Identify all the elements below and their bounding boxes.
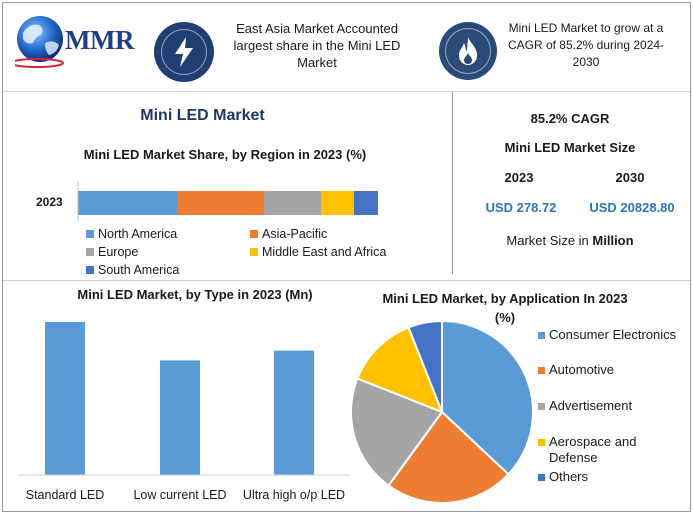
legend-swatch bbox=[86, 248, 94, 256]
cagr-label: 85.2% CAGR bbox=[530, 111, 610, 126]
pie-slice-automotive bbox=[387, 410, 510, 504]
type-chart-title: Mini LED Market, by Type in 2023 (Mn) bbox=[77, 287, 313, 302]
legend-swatch bbox=[538, 403, 545, 410]
flame-icon bbox=[459, 37, 477, 65]
brand-logo-text: MMR bbox=[65, 25, 134, 55]
application-legend-aerospace-and-defense: Aerospace and Defense bbox=[538, 434, 688, 466]
region-legend-middle-east-and-africa: Middle East and Africa bbox=[250, 245, 386, 259]
application-pie-chart bbox=[350, 319, 534, 504]
market-size-unit-prefix: Market Size in bbox=[506, 233, 593, 248]
application-legend-consumer-electronics: Consumer Electronics bbox=[538, 327, 688, 343]
application-legend-others: Others bbox=[538, 469, 688, 485]
region-bar-segment-asia-pacific bbox=[177, 191, 264, 215]
year-2030-label: 2030 bbox=[615, 170, 645, 185]
market-size-unit: Market Size in Million bbox=[470, 233, 670, 248]
flame-badge bbox=[439, 22, 497, 80]
region-legend-north-america: North America bbox=[86, 227, 177, 241]
pie-slice-advertisement bbox=[350, 377, 444, 488]
region-chart-category-label: 2023 bbox=[36, 195, 63, 209]
header-fact-east-asia: East Asia Market Accounted largest share… bbox=[233, 21, 401, 70]
header-fact-cagr: Mini LED Market to grow at a CAGR of 85.… bbox=[507, 21, 665, 69]
globe-logo-icon bbox=[15, 16, 64, 68]
region-bar-segment-europe bbox=[264, 191, 321, 215]
type-bar-standard-led bbox=[45, 321, 85, 475]
type-bar-ultra-high-o-p-led bbox=[274, 350, 314, 475]
horizontal-divider bbox=[3, 280, 690, 281]
legend-label: Others bbox=[549, 469, 589, 484]
region-bar-segment-south-america bbox=[354, 191, 378, 215]
legend-label: Europe bbox=[98, 245, 139, 259]
lightning-badge bbox=[154, 22, 214, 82]
legend-swatch bbox=[538, 474, 545, 481]
legend-label: Middle East and Africa bbox=[262, 245, 387, 259]
legend-swatch bbox=[538, 367, 545, 374]
legend-label: Asia-Pacific bbox=[262, 227, 328, 241]
header: MMR East Asia Market Accounted largest s… bbox=[3, 3, 690, 91]
vertical-divider bbox=[452, 92, 453, 274]
type-bar-chart: Standard LED Low current LED Ultra high o/… bbox=[18, 321, 350, 502]
region-legend-south-america: South America bbox=[86, 263, 179, 277]
application-legend-automotive: Automotive bbox=[538, 362, 688, 378]
market-size-2023-value: USD 278.72 bbox=[485, 200, 557, 215]
legend-swatch bbox=[538, 332, 545, 339]
pie-slice-others bbox=[407, 319, 443, 413]
type-bar-low-current-led bbox=[160, 360, 200, 475]
legend-swatch bbox=[538, 439, 545, 446]
legend-label: Aerospace and Defense bbox=[549, 434, 637, 465]
page-title: Mini LED Market bbox=[140, 107, 265, 124]
region-chart-title: Mini LED Market Share, by Region in 2023… bbox=[83, 147, 367, 162]
market-size-title: Mini LED Market Size bbox=[504, 140, 636, 155]
legend-label: North America bbox=[98, 227, 178, 241]
market-size-unit-bold: Million bbox=[592, 233, 634, 248]
region-legend-europe: Europe bbox=[86, 245, 138, 259]
application-legend-advertisement: Advertisement bbox=[538, 398, 688, 414]
legend-label: Consumer Electronics bbox=[549, 327, 677, 342]
year-2023-label: 2023 bbox=[504, 170, 534, 185]
region-bar-segment-north-america bbox=[78, 191, 177, 215]
type-tick-label-ultra-high-o-p-led: Ultra high o/p LED bbox=[243, 488, 345, 502]
header-divider bbox=[3, 91, 690, 92]
lightning-icon bbox=[175, 37, 193, 67]
legend-label: Advertisement bbox=[549, 398, 633, 413]
legend-label: South America bbox=[98, 263, 180, 277]
legend-label: Automotive bbox=[549, 362, 615, 377]
type-tick-label-standard-led: Standard LED bbox=[26, 488, 105, 502]
legend-swatch bbox=[250, 248, 258, 256]
region-bar-segment-middle-east-and-africa bbox=[321, 191, 354, 215]
region-stacked-bar bbox=[77, 182, 378, 222]
application-chart-title: Mini LED Market, by Application In 2023 … bbox=[382, 291, 628, 325]
market-size-2030-value: USD 20828.80 bbox=[589, 200, 675, 215]
type-tick-label-low-current-led: Low current LED bbox=[133, 488, 226, 502]
legend-swatch bbox=[86, 266, 94, 274]
pie-slice-consumer-electronics bbox=[441, 319, 534, 476]
region-legend-asia-pacific: Asia-Pacific bbox=[250, 227, 327, 241]
legend-swatch bbox=[250, 230, 258, 238]
legend-swatch bbox=[86, 230, 94, 238]
pie-slice-aerospace-and-defense bbox=[356, 326, 444, 414]
